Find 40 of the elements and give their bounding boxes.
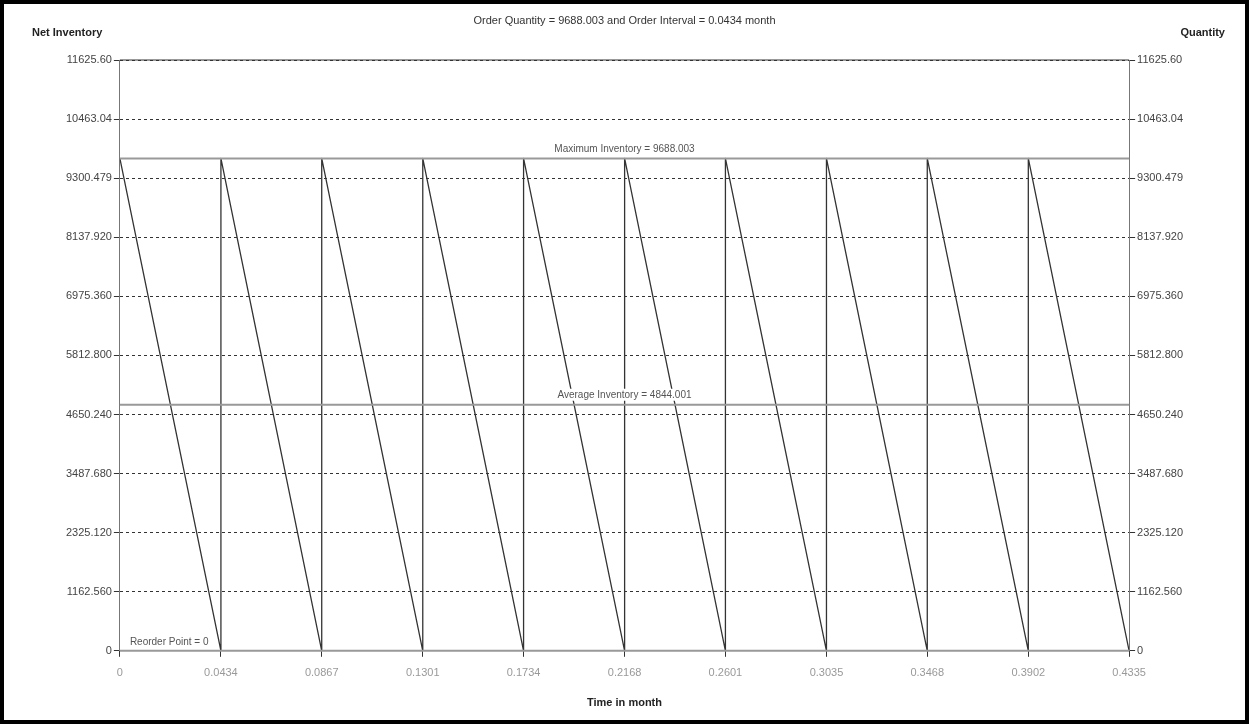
y-tick-label: 6975.360 (65, 289, 112, 302)
y-tick-label: 1162.560 (66, 584, 112, 597)
y2-tick-label: 5812.800 (1137, 348, 1184, 361)
y2-tick-label: 10463.04 (1137, 112, 1184, 125)
x-tick-label: 0.1301 (405, 666, 440, 679)
y2-tick-label: 2325.120 (1137, 525, 1184, 538)
y2-tick-label: 3487.680 (1137, 466, 1184, 479)
x-tick-label: 0.4335 (1112, 666, 1146, 679)
y-tick-label: 0 (105, 643, 112, 656)
ref-line-label: Reorder Point = 0 (129, 635, 209, 647)
x-tick-label: 0.2168 (607, 666, 642, 679)
x-tick-label: 0.3035 (809, 666, 844, 679)
y2-tick-label: 11625.60 (1137, 53, 1183, 66)
y-tick-label: 11625.60 (66, 53, 112, 66)
y-tick-label: 4650.240 (65, 407, 112, 420)
x-tick-label: 0.0867 (304, 666, 339, 679)
x-tick-label: 0 (116, 666, 123, 679)
y-tick-label: 3487.680 (65, 466, 112, 479)
y-tick-label: 2325.120 (65, 525, 112, 538)
x-tick-label: 0.3468 (910, 666, 945, 679)
y2-tick-label: 6975.360 (1137, 289, 1184, 302)
y2-tick-label: 1162.560 (1137, 584, 1183, 597)
y-axis-title: Net Inventory (32, 26, 103, 38)
x-tick-label: 0.1734 (506, 666, 541, 679)
y2-tick-label: 0 (1137, 643, 1144, 656)
y-tick-label: 10463.04 (65, 112, 112, 125)
y-tick-label: 5812.800 (65, 348, 112, 361)
x-tick-label: 0.3902 (1011, 666, 1046, 679)
y2-tick-label: 8137.920 (1137, 230, 1184, 243)
chart-title: Order Quantity = 9688.003 and Order Interval = 0.0434 month (472, 14, 777, 26)
y2-tick-label: 4650.240 (1137, 407, 1184, 420)
y2-axis-title: Quantity (1180, 26, 1225, 38)
ref-line-label: Average Inventory = 4844.001 (557, 389, 692, 401)
x-tick-label: 0.0434 (204, 666, 238, 679)
x-tick-label: 0.2601 (708, 666, 743, 679)
y-tick-label: 8137.920 (65, 230, 112, 243)
ref-line-label: Maximum Inventory = 9688.003 (554, 143, 696, 155)
x-axis-title: Time in month (586, 696, 663, 708)
y2-tick-label: 9300.479 (1137, 171, 1184, 184)
y-tick-label: 9300.479 (65, 171, 112, 184)
